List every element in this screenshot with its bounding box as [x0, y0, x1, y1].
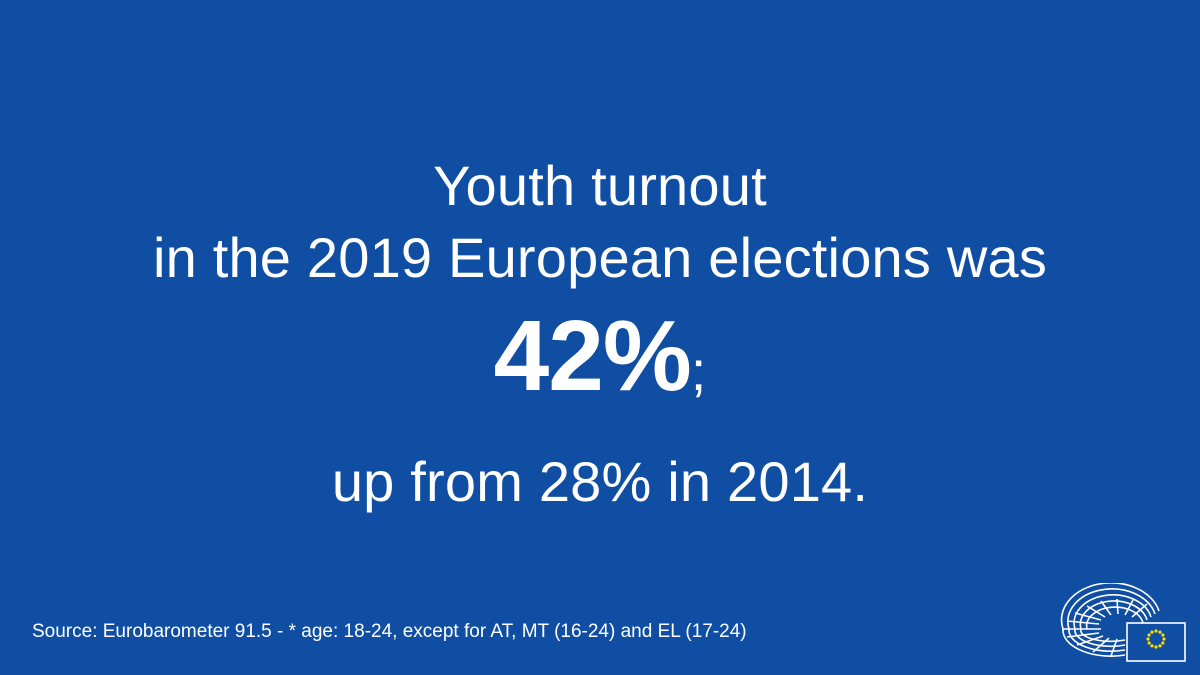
headline: Youth turnout in the 2019 European elect… — [0, 150, 1200, 518]
highlight-suffix: ; — [690, 339, 707, 402]
eu-flag-icon — [1126, 622, 1186, 662]
hemicycle-icon — [1060, 583, 1160, 657]
headline-line-4: up from 28% in 2014. — [331, 450, 869, 513]
highlight-value: 42% — [493, 300, 692, 412]
source-note: Source: Eurobarometer 91.5 - * age: 18-2… — [32, 621, 747, 642]
european-parliament-logo — [1060, 583, 1186, 662]
headline-line-2: in the 2019 European elections was — [152, 226, 1048, 289]
headline-highlight: 42%; — [0, 296, 1200, 446]
headline-line-1: Youth turnout — [433, 154, 767, 217]
